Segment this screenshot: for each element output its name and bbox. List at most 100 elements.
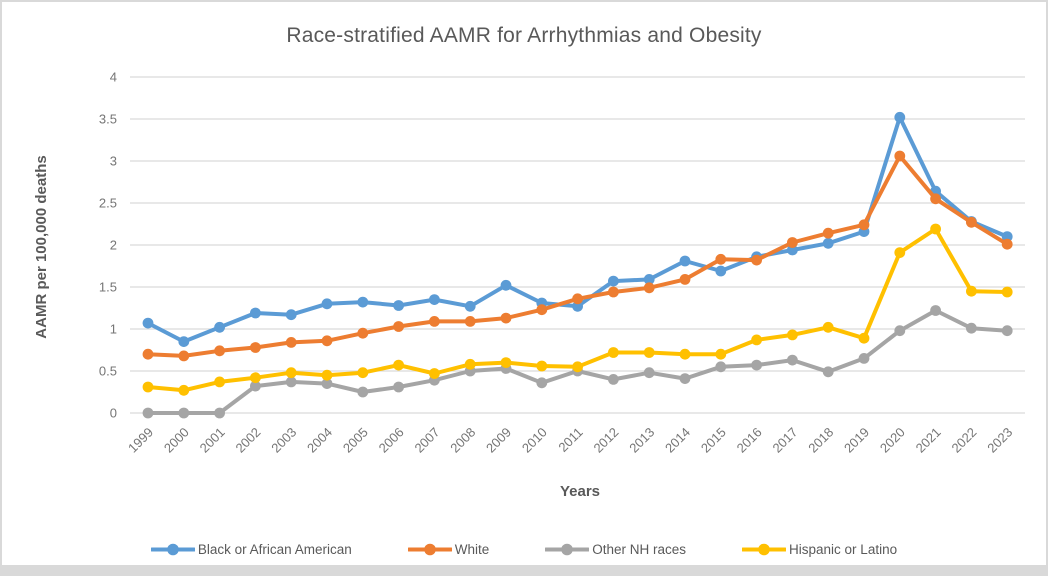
data-point-hispanic-or-latino-2004 [321, 369, 333, 381]
data-point-hispanic-or-latino-2001 [214, 376, 226, 388]
data-point-other-nh-races-2022 [966, 322, 977, 334]
x-tick-label: 2015 [698, 425, 729, 456]
data-point-hispanic-or-latino-2000 [178, 384, 190, 396]
data-point-black-or-african-american-2008 [464, 300, 476, 312]
legend-marker-icon [545, 543, 590, 556]
data-point-hispanic-or-latino-2018 [822, 321, 834, 333]
y-tick-label: 2.5 [99, 196, 117, 211]
data-point-hispanic-or-latino-2022 [966, 285, 977, 297]
data-point-hispanic-or-latino-1999 [142, 381, 154, 393]
data-point-black-or-african-american-1999 [142, 317, 154, 329]
legend-marker-icon [742, 543, 787, 556]
data-point-other-nh-races-2019 [858, 353, 870, 364]
x-tick-label: 2009 [483, 425, 514, 456]
x-tick-label: 2014 [662, 425, 693, 456]
x-tick-label: 2020 [877, 425, 908, 456]
data-point-black-or-african-american-2002 [250, 307, 261, 319]
data-point-white-2000 [178, 350, 190, 362]
data-point-other-nh-races-2000 [178, 407, 190, 419]
data-point-hispanic-or-latino-2012 [608, 347, 619, 358]
data-point-white-2019 [858, 219, 870, 231]
series-hispanic-or-latino [142, 223, 1013, 396]
legend-marker-icon [150, 543, 195, 556]
y-tick-label: 1 [110, 322, 117, 337]
chart-title: Race-stratified AAMR for Arrhythmias and… [286, 24, 762, 47]
data-point-hispanic-or-latino-2007 [429, 368, 440, 379]
x-tick-label: 2006 [376, 425, 407, 456]
data-point-white-2005 [357, 327, 369, 339]
y-tick-label: 4 [110, 70, 117, 85]
data-point-white-2013 [643, 282, 655, 294]
x-tick-label: 2001 [197, 425, 228, 456]
y-tick-label: 0.5 [99, 364, 117, 379]
data-point-other-nh-races-2018 [822, 366, 834, 378]
data-point-black-or-african-american-2009 [500, 279, 512, 291]
series-white [142, 150, 1013, 362]
x-tick-label: 2022 [948, 425, 979, 456]
x-axis-title: Years [559, 483, 601, 500]
data-point-black-or-african-american-2006 [393, 300, 404, 311]
data-point-other-nh-races-2016 [751, 359, 762, 371]
data-point-black-or-african-american-2001 [214, 321, 226, 333]
x-tick-label: 1999 [125, 425, 156, 456]
data-point-other-nh-races-2012 [608, 374, 619, 385]
x-tick-label: 2003 [268, 425, 299, 456]
legend-item-hispanic-or-latino: Hispanic or Latino [742, 542, 897, 557]
data-point-white-2017 [787, 237, 798, 248]
legend-item-black-or-african-american: Black or African American [150, 542, 352, 557]
y-axis-tick-labels: 0 0.5 1 1.5 2 2.5 3 3.5 4 [99, 70, 117, 421]
data-point-other-nh-races-2014 [679, 373, 691, 384]
data-point-other-nh-races-2020 [894, 325, 906, 337]
data-point-white-2011 [572, 293, 583, 305]
data-point-hispanic-or-latino-2019 [858, 332, 870, 344]
data-point-white-2018 [822, 227, 834, 239]
data-point-black-or-african-american-2003 [285, 309, 297, 321]
y-tick-label: 1.5 [99, 280, 117, 295]
data-point-hispanic-or-latino-2009 [500, 357, 512, 368]
data-point-black-or-african-american-2011 [572, 300, 583, 312]
data-point-white-2007 [429, 316, 440, 327]
data-point-white-2004 [321, 335, 333, 347]
data-point-white-2006 [393, 321, 404, 332]
data-point-hispanic-or-latino-2003 [285, 367, 297, 379]
data-point-black-or-african-american-2020 [894, 111, 906, 123]
data-point-white-2008 [464, 316, 476, 327]
data-point-hispanic-or-latino-2006 [393, 359, 404, 371]
x-tick-label: 2012 [590, 425, 621, 456]
data-point-other-nh-races-2021 [930, 305, 941, 316]
data-point-hispanic-or-latino-2011 [572, 361, 583, 373]
data-point-other-nh-races-2005 [357, 386, 369, 398]
data-point-white-2010 [536, 304, 548, 316]
data-point-other-nh-races-2004 [321, 378, 333, 389]
x-tick-label: 2018 [805, 425, 836, 456]
x-tick-label: 2013 [626, 425, 657, 456]
y-tick-label: 2 [110, 238, 117, 253]
legend-label: Hispanic or Latino [789, 542, 898, 557]
data-point-black-or-african-american-2012 [608, 275, 619, 287]
data-point-white-2001 [214, 345, 226, 357]
data-point-hispanic-or-latino-2016 [751, 334, 762, 346]
data-point-hispanic-or-latino-2014 [679, 348, 691, 360]
data-point-black-or-african-american-2007 [429, 294, 440, 305]
data-point-other-nh-races-1999 [142, 407, 154, 419]
x-tick-label: 2005 [340, 425, 371, 456]
data-point-black-or-african-american-2005 [357, 296, 369, 308]
y-tick-label: 3.5 [99, 112, 117, 127]
y-tick-label: 0 [110, 406, 117, 421]
x-tick-label: 2021 [913, 425, 944, 456]
x-tick-label: 2017 [769, 425, 800, 456]
y-tick-label: 3 [110, 154, 117, 169]
data-point-white-2020 [894, 150, 906, 162]
data-point-black-or-african-american-2014 [679, 255, 691, 267]
data-point-white-2012 [608, 286, 619, 298]
data-point-white-1999 [142, 348, 154, 360]
x-axis-tick-labels: 1999 2000 2001 2002 2003 2004 2005 2006 2007 2008… [125, 425, 1015, 456]
data-point-other-nh-races-2010 [536, 377, 548, 389]
x-tick-label: 2019 [841, 425, 872, 456]
x-tick-label: 2016 [734, 425, 765, 456]
data-point-white-2015 [715, 253, 727, 265]
data-point-white-2023 [1001, 238, 1013, 250]
data-point-white-2003 [285, 337, 297, 348]
